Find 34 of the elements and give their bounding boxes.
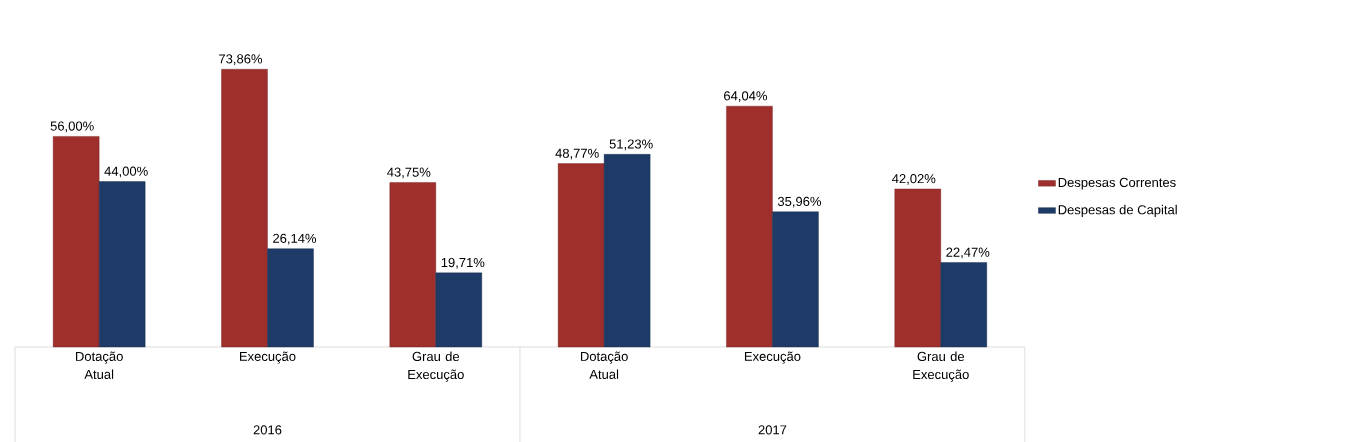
- legend-label: Despesas de Capital: [1058, 204, 1177, 217]
- bar: [98, 181, 146, 348]
- bar: [726, 105, 773, 348]
- x-tick-label: Dotação Atual: [76, 351, 123, 379]
- x-tick-label: Execução: [240, 351, 296, 364]
- data-label: 48,77%: [555, 148, 599, 160]
- data-label: 42,02%: [892, 174, 936, 185]
- data-label: 26,14%: [273, 233, 317, 245]
- bar: [267, 248, 314, 348]
- x-tick-label: Execução: [744, 351, 801, 364]
- data-label: 73,86%: [219, 54, 263, 66]
- bar: [221, 69, 268, 348]
- data-label: 56,00%: [50, 121, 94, 133]
- data-label: 64,04%: [724, 91, 768, 102]
- bar: [52, 136, 100, 348]
- data-label: 43,75%: [387, 167, 431, 179]
- data-label: 19,71%: [441, 257, 485, 269]
- x-tick-label: Grau de Execução: [913, 351, 969, 382]
- bar: [389, 182, 437, 348]
- legend-label: Despesas Correntes: [1058, 177, 1176, 190]
- bar: [772, 211, 819, 348]
- text: 2017: [758, 425, 787, 435]
- data-label: 22,47%: [946, 247, 990, 259]
- data-label: 35,96%: [777, 196, 822, 208]
- bar: [940, 262, 987, 348]
- bar: [603, 154, 651, 348]
- data-label: 51,23%: [609, 139, 653, 151]
- bar: [435, 272, 483, 348]
- bar: [557, 163, 605, 348]
- bar: [894, 188, 941, 348]
- text: 2016: [253, 425, 282, 435]
- x-tick-label: Grau de Execução: [408, 351, 464, 382]
- data-label: 44,00%: [104, 166, 148, 178]
- x-tick-label: Dotação Atual: [580, 351, 628, 379]
